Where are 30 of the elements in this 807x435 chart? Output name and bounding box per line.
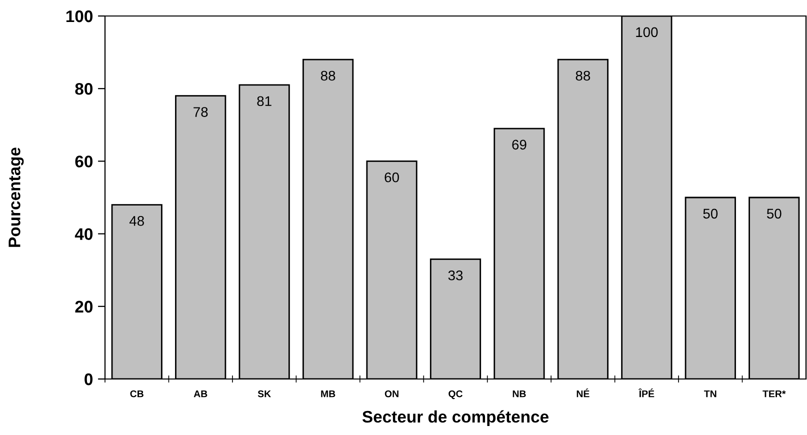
y-tick-label: 60 (75, 156, 93, 168)
y-tick-label: 40 (74, 228, 93, 240)
data-label: 88 (576, 70, 590, 81)
x-tick-label: TER* (762, 390, 786, 398)
data-label: 33 (448, 270, 463, 280)
data-label: 60 (384, 172, 399, 182)
x-tick-label: QC (448, 390, 463, 400)
x-tick-label: SK (258, 390, 271, 398)
data-label: 81 (257, 96, 272, 106)
data-label: 69 (512, 140, 526, 150)
x-tick-label: CB (130, 390, 144, 398)
x-tick-label: TN (704, 390, 716, 398)
y-tick-label: 80 (75, 83, 93, 95)
y-tick-label: 20 (75, 300, 93, 313)
x-tick-label: MB (321, 390, 336, 398)
y-tick-label: 100 (66, 10, 93, 22)
data-label: 48 (129, 216, 144, 226)
x-tick-label: NB (512, 390, 526, 398)
x-axis-title: Secteur de compétence (362, 410, 548, 426)
x-tick-label: ON (384, 390, 398, 398)
data-label: 88 (320, 70, 336, 81)
data-label: 100 (636, 27, 658, 38)
data-label: 78 (194, 107, 208, 117)
x-tick-label: ÎPÉ (638, 388, 654, 398)
y-axis-title: Pourcentage (8, 148, 24, 247)
data-label: 50 (703, 208, 718, 219)
x-tick-label: AB (194, 390, 208, 398)
x-tick-label: NÉ (576, 388, 590, 398)
data-label: 50 (766, 208, 782, 219)
y-tick-label: 0 (84, 373, 93, 386)
